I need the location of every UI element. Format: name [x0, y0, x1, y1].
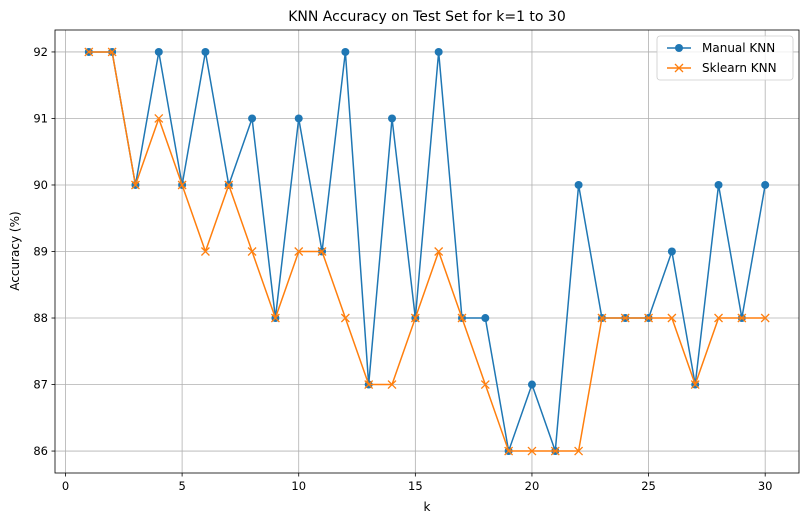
legend-label-manual-knn: Manual KNN	[702, 41, 775, 55]
data-point-sklearn-knn	[760, 313, 770, 323]
data-point-sklearn-knn	[480, 380, 490, 389]
x-tick-label: 0	[62, 479, 69, 493]
data-point-sklearn-knn	[714, 313, 723, 323]
data-point-sklearn-knn	[620, 313, 630, 323]
legend: Manual KNN Sklearn KNN	[656, 35, 794, 81]
y-axis-label: Accuracy (%)	[8, 211, 22, 290]
legend-box	[656, 35, 794, 81]
data-point-sklearn-knn	[224, 180, 234, 190]
data-point-sklearn-knn	[737, 313, 747, 323]
y-tick-label: 87	[33, 378, 48, 392]
data-point-sklearn-knn	[364, 380, 374, 389]
y-tick-label: 88	[33, 311, 48, 325]
series-group	[84, 47, 770, 456]
series-line-manual-knn	[88, 51, 766, 452]
data-point-manual-knn	[388, 114, 397, 123]
x-tick-label: 10	[291, 479, 306, 493]
data-point-manual-knn	[201, 47, 210, 56]
y-axis: 86 87 88 89 90 91 92	[33, 45, 55, 458]
data-point-sklearn-knn	[131, 180, 140, 190]
data-point-sklearn-knn	[504, 446, 514, 456]
x-tick-label: 5	[178, 479, 185, 493]
data-point-manual-knn	[667, 247, 676, 256]
data-point-sklearn-knn	[597, 313, 607, 323]
chart-title: KNN Accuracy on Test Set for k=1 to 30	[288, 9, 566, 25]
data-point-sklearn-knn	[644, 313, 654, 323]
y-tick-label: 90	[33, 178, 48, 192]
legend-entry-manual-knn: Manual KNN	[667, 41, 775, 55]
x-tick-label: 30	[758, 479, 773, 493]
y-tick-label: 89	[33, 245, 48, 259]
data-point-sklearn-knn	[550, 446, 560, 456]
data-point-manual-knn	[761, 180, 770, 189]
data-point-manual-knn	[248, 114, 257, 123]
y-tick-label: 91	[33, 111, 48, 125]
x-axis-label: k	[424, 500, 431, 514]
data-point-sklearn-knn	[690, 380, 700, 389]
data-point-sklearn-knn	[527, 446, 537, 456]
data-point-manual-knn	[527, 380, 536, 389]
data-point-manual-knn	[154, 47, 163, 56]
data-point-sklearn-knn	[667, 313, 677, 323]
x-axis: 0 5 10 15 20 25 30	[62, 473, 773, 493]
data-point-sklearn-knn	[270, 313, 280, 323]
data-point-sklearn-knn	[84, 47, 94, 57]
data-point-sklearn-knn	[177, 180, 187, 190]
data-point-sklearn-knn	[574, 446, 584, 456]
x-tick-label: 15	[408, 479, 423, 493]
y-tick-label: 86	[33, 444, 48, 458]
data-point-sklearn-knn	[107, 47, 117, 57]
data-point-sklearn-knn	[317, 247, 327, 256]
data-point-sklearn-knn	[154, 114, 164, 123]
data-point-manual-knn	[294, 114, 303, 123]
data-point-sklearn-knn	[340, 313, 350, 323]
x-tick-label: 25	[641, 479, 656, 493]
data-point-sklearn-knn	[247, 247, 257, 256]
data-point-sklearn-knn	[200, 247, 210, 256]
x-tick-label: 20	[525, 479, 540, 493]
legend-marker-manual-knn	[675, 44, 683, 52]
legend-entry-sklearn-knn: Sklearn KNN	[667, 61, 777, 75]
data-point-manual-knn	[481, 314, 490, 323]
legend-label-sklearn-knn: Sklearn KNN	[702, 61, 777, 75]
data-point-manual-knn	[574, 180, 583, 189]
series-line-sklearn-knn	[88, 51, 766, 452]
data-point-manual-knn	[434, 47, 443, 56]
data-point-manual-knn	[341, 47, 350, 56]
data-point-sklearn-knn	[434, 247, 444, 256]
data-point-sklearn-knn	[410, 313, 420, 323]
y-tick-label: 92	[33, 45, 48, 59]
legend-marker-sklearn-knn	[674, 63, 684, 73]
data-point-sklearn-knn	[457, 313, 467, 323]
data-point-sklearn-knn	[387, 380, 397, 389]
data-point-sklearn-knn	[294, 247, 304, 256]
data-point-manual-knn	[714, 180, 723, 189]
